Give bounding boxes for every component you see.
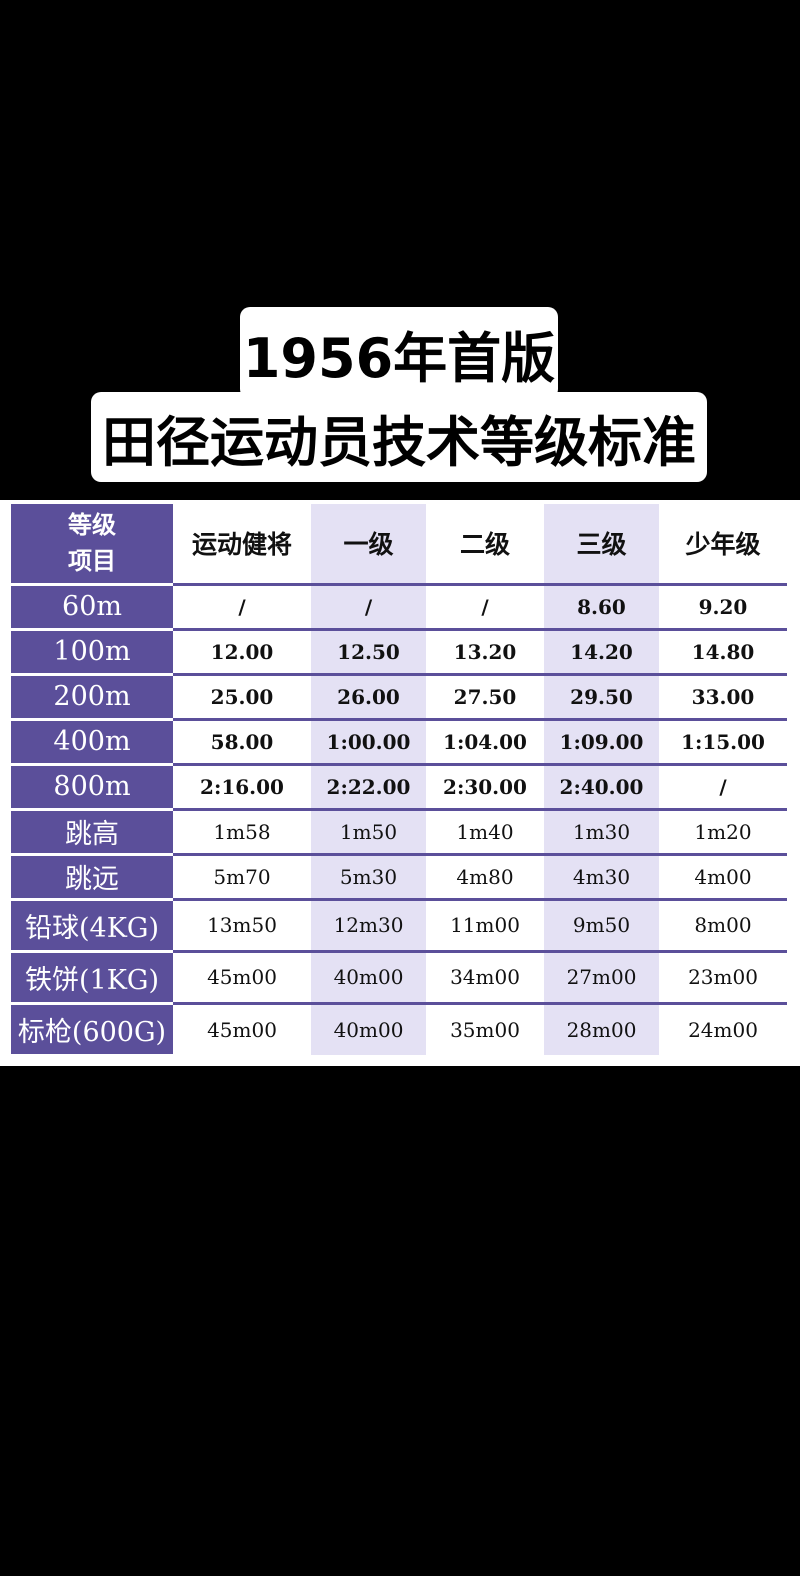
table-cell: 14.20	[544, 629, 659, 676]
table-row: 铅球(4KG) 13m50 12m30 11m00 9m50 8m00	[11, 899, 787, 953]
table-cell: /	[311, 584, 426, 631]
title-block: 1956年首版 田径运动员技术等级标准	[0, 302, 800, 490]
level-header-master: 运动健将	[173, 504, 311, 586]
table-cell: 29.50	[544, 674, 659, 721]
table-cell: 1:04.00	[426, 719, 544, 766]
table-cell: 13.20	[426, 629, 544, 676]
event-label: 跳远	[11, 854, 173, 901]
level-header-junior: 少年级	[659, 504, 787, 586]
table-row: 800m 2:16.00 2:22.00 2:30.00 2:40.00 /	[11, 764, 787, 811]
corner-header-cell: 等级 项目	[11, 504, 173, 586]
table-cell: 35m00	[426, 1003, 544, 1055]
table-cell: 45m00	[173, 951, 311, 1005]
table-cell: 2:40.00	[544, 764, 659, 811]
table-cell: 2:30.00	[426, 764, 544, 811]
table-cell: 1m50	[311, 809, 426, 856]
table-cell: 23m00	[659, 951, 787, 1005]
table-header-row: 等级 项目 运动健将 一级 二级 三级 少年级	[11, 504, 787, 586]
event-label: 400m	[11, 719, 173, 766]
level-header-third: 三级	[544, 504, 659, 586]
table-cell: 14.80	[659, 629, 787, 676]
table-cell: 12.00	[173, 629, 311, 676]
table-cell: /	[659, 764, 787, 811]
level-header-second: 二级	[426, 504, 544, 586]
table-cell: 1:09.00	[544, 719, 659, 766]
table-cell: 40m00	[311, 1003, 426, 1055]
table-panel: 等级 项目 运动健将 一级 二级 三级 少年级 60m / / / 8.60 9…	[0, 500, 800, 1066]
table-cell: 5m30	[311, 854, 426, 901]
table-row: 跳高 1m58 1m50 1m40 1m30 1m20	[11, 809, 787, 856]
event-label: 100m	[11, 629, 173, 676]
table-cell: 27.50	[426, 674, 544, 721]
table-cell: 1m20	[659, 809, 787, 856]
table-row: 标枪(600G) 45m00 40m00 35m00 28m00 24m00	[11, 1003, 787, 1057]
table-cell: 1m40	[426, 809, 544, 856]
table-cell: 5m70	[173, 854, 311, 901]
table-cell: 9.20	[659, 584, 787, 631]
table-cell: 2:16.00	[173, 764, 311, 811]
table-cell: 8.60	[544, 584, 659, 631]
table-row: 400m 58.00 1:00.00 1:04.00 1:09.00 1:15.…	[11, 719, 787, 766]
table-cell: 12.50	[311, 629, 426, 676]
level-header-first: 一级	[311, 504, 426, 586]
corner-header-level: 等级	[68, 511, 116, 540]
table-row: 60m / / / 8.60 9.20	[11, 584, 787, 631]
table-cell: 4m00	[659, 854, 787, 901]
event-label: 800m	[11, 764, 173, 811]
table-cell: 1m30	[544, 809, 659, 856]
table-row: 100m 12.00 12.50 13.20 14.20 14.80	[11, 629, 787, 676]
table-row: 200m 25.00 26.00 27.50 29.50 33.00	[11, 674, 787, 721]
table-cell: 9m50	[544, 899, 659, 953]
table-cell: 27m00	[544, 951, 659, 1005]
table-cell: 12m30	[311, 899, 426, 953]
event-label: 标枪(600G)	[11, 1003, 173, 1057]
table-cell: 1m58	[173, 809, 311, 856]
table-cell: 4m30	[544, 854, 659, 901]
event-label: 60m	[11, 584, 173, 631]
table-cell: 40m00	[311, 951, 426, 1005]
table-cell: 1:00.00	[311, 719, 426, 766]
table-cell: 4m80	[426, 854, 544, 901]
table-cell: 58.00	[173, 719, 311, 766]
title-line-1: 1956年首版	[240, 307, 558, 399]
table-cell: 2:22.00	[311, 764, 426, 811]
table-row: 跳远 5m70 5m30 4m80 4m30 4m00	[11, 854, 787, 901]
table-cell: /	[173, 584, 311, 631]
table-cell: 1:15.00	[659, 719, 787, 766]
table-cell: 34m00	[426, 951, 544, 1005]
table-cell: 13m50	[173, 899, 311, 953]
table-row: 铁饼(1KG) 45m00 40m00 34m00 27m00 23m00	[11, 951, 787, 1005]
table-cell: 11m00	[426, 899, 544, 953]
table-cell: 24m00	[659, 1003, 787, 1055]
event-label: 200m	[11, 674, 173, 721]
table-cell: 45m00	[173, 1003, 311, 1055]
event-label: 铁饼(1KG)	[11, 951, 173, 1005]
table-cell: 25.00	[173, 674, 311, 721]
table-cell: /	[426, 584, 544, 631]
table-cell: 26.00	[311, 674, 426, 721]
table-cell: 28m00	[544, 1003, 659, 1055]
event-label: 跳高	[11, 809, 173, 856]
event-label: 铅球(4KG)	[11, 899, 173, 953]
corner-header-event: 项目	[68, 547, 116, 576]
title-line-2: 田径运动员技术等级标准	[91, 392, 707, 482]
table-cell: 33.00	[659, 674, 787, 721]
grade-table: 等级 项目 运动健将 一级 二级 三级 少年级 60m / / / 8.60 9…	[11, 504, 787, 1057]
table-cell: 8m00	[659, 899, 787, 953]
